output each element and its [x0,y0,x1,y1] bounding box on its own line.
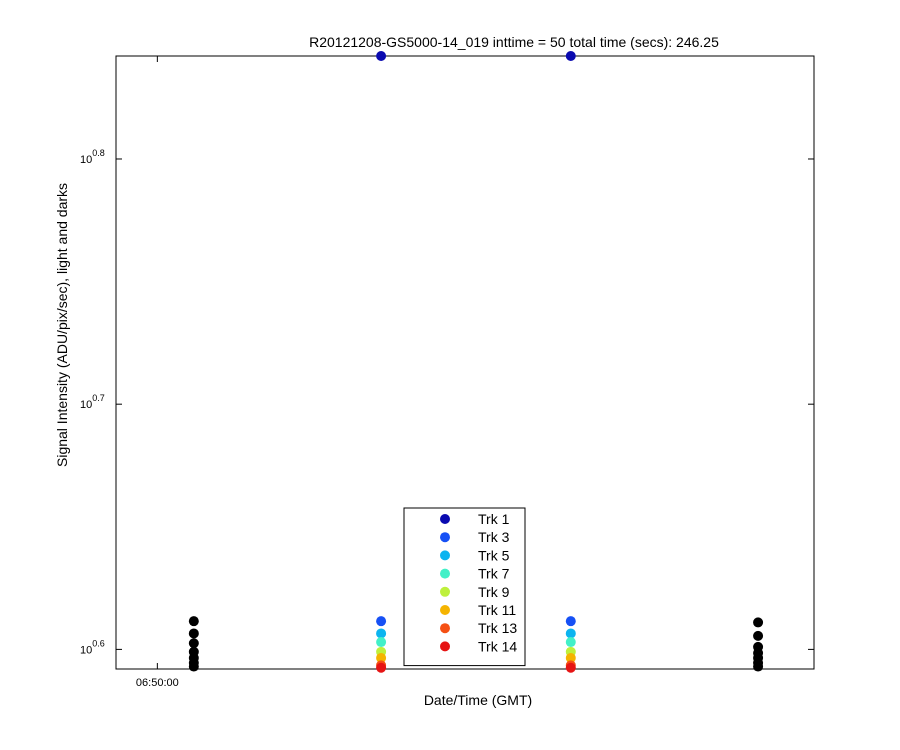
x-tick-label: 06:50:00 [136,677,179,689]
legend-marker [440,568,450,579]
legend-marker [440,623,450,634]
legend-label: Trk 3 [478,529,510,545]
y-tick-base: 10 [80,644,92,656]
x-axis-label: Date/Time (GMT) [424,692,532,708]
data-point [565,616,576,627]
y-tick-exponent: 0.6 [92,638,105,648]
legend-box [403,507,526,667]
data-point [565,662,576,673]
legend-marker [440,532,450,543]
data-point [376,628,387,639]
legend-label: Trk 7 [478,566,510,582]
y-tick-exponent: 0.7 [92,393,105,403]
data-point [753,617,764,628]
legend-label: Trk 1 [478,511,510,527]
data-point [753,661,764,672]
data-point [188,638,199,649]
y-tick-base: 10 [80,154,92,166]
data-point [376,662,387,673]
data-point [376,51,387,61]
y-tick-label: 100.8 [80,148,105,166]
data-point [565,51,576,61]
y-tick-label: 100.7 [80,393,105,411]
data-point [565,637,576,648]
data-point [376,616,387,627]
legend-marker [440,586,450,597]
data-point [188,616,199,627]
plot-frame [115,55,815,670]
y-axis-label: Signal Intensity (ADU/pix/sec), light an… [54,183,70,467]
legend-marker [440,641,450,652]
data-point [753,630,764,641]
legend-label: Trk 14 [478,638,517,654]
y-tick-exponent: 0.8 [92,148,105,158]
legend-label: Trk 13 [478,620,517,636]
legend-label: Trk 5 [478,547,510,563]
y-tick-label: 100.6 [80,638,105,656]
legend-marker [440,605,450,615]
data-point [376,637,387,648]
legend-label: Trk 9 [478,584,510,600]
chart-title: R20121208-GS5000-14_019 inttime = 50 tot… [309,34,719,50]
data-point [376,652,387,663]
data-point [565,628,576,639]
y-tick-base: 10 [80,399,92,411]
data-point [188,661,199,672]
data-point [188,628,199,639]
legend-marker [440,514,450,524]
legend-label: Trk 11 [478,602,516,618]
data-point [565,652,576,663]
legend-marker [440,550,450,561]
legend: Trk 1 Trk 3 Trk 5 Trk 7 Trk 9 Trk 11 Trk 13 Trk… [403,507,526,667]
